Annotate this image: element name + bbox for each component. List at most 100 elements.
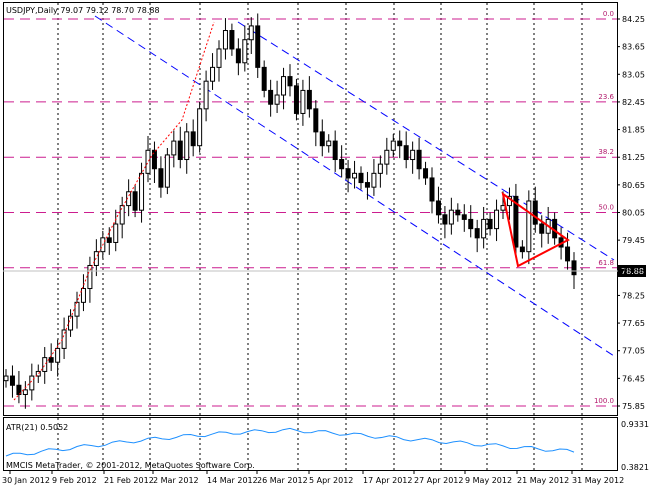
- candle[interactable]: [364, 171, 370, 200]
- date-tick-label: 5 Apr 2012: [309, 476, 353, 485]
- candle[interactable]: [42, 347, 48, 384]
- candle[interactable]: [448, 197, 454, 235]
- candle[interactable]: [300, 79, 306, 126]
- candle[interactable]: [229, 23, 235, 56]
- candle[interactable]: [171, 130, 177, 168]
- candle[interactable]: [164, 148, 170, 195]
- candle[interactable]: [145, 136, 151, 183]
- candle-body-bear: [461, 214, 467, 220]
- candle[interactable]: [487, 212, 493, 236]
- candle-body-bull: [145, 149, 151, 174]
- candle[interactable]: [222, 18, 228, 60]
- candle[interactable]: [532, 186, 538, 233]
- candle[interactable]: [35, 364, 41, 383]
- candle[interactable]: [248, 17, 254, 55]
- candle[interactable]: [126, 179, 132, 217]
- candle[interactable]: [255, 13, 261, 78]
- candle[interactable]: [68, 309, 74, 337]
- triangle-pattern[interactable]: [501, 191, 570, 268]
- candle[interactable]: [494, 199, 500, 242]
- candle[interactable]: [80, 274, 86, 312]
- channel-upper-line[interactable]: [237, 21, 615, 261]
- candle[interactable]: [313, 100, 319, 147]
- candle[interactable]: [235, 38, 241, 76]
- candle[interactable]: [106, 227, 112, 255]
- candle[interactable]: [3, 369, 9, 388]
- candle[interactable]: [410, 141, 416, 174]
- candle[interactable]: [526, 190, 532, 265]
- candle[interactable]: [519, 240, 525, 259]
- uptrend-dotted-line[interactable]: [13, 21, 215, 401]
- candle[interactable]: [481, 206, 487, 249]
- candle[interactable]: [339, 145, 345, 178]
- candle[interactable]: [468, 205, 474, 238]
- candle[interactable]: [16, 370, 22, 404]
- candle[interactable]: [268, 79, 274, 117]
- candle[interactable]: [210, 53, 216, 90]
- candle[interactable]: [113, 209, 119, 252]
- candle[interactable]: [184, 123, 190, 174]
- candle[interactable]: [9, 365, 15, 398]
- candle[interactable]: [158, 156, 164, 198]
- candle-body-bear: [364, 182, 370, 188]
- candle[interactable]: [132, 184, 138, 218]
- candle[interactable]: [22, 381, 28, 409]
- candle[interactable]: [442, 206, 448, 239]
- candle-body-bull: [197, 108, 203, 147]
- candle-body-bull: [22, 389, 28, 395]
- date-tick-label: 9 May 2012: [465, 476, 512, 485]
- candle[interactable]: [306, 76, 312, 118]
- candle[interactable]: [216, 40, 222, 82]
- candle[interactable]: [139, 162, 145, 223]
- candle[interactable]: [397, 130, 403, 159]
- candle[interactable]: [261, 60, 267, 98]
- candle[interactable]: [377, 155, 383, 188]
- candle[interactable]: [429, 167, 435, 214]
- candle-body-bear: [539, 223, 545, 234]
- candle[interactable]: [455, 203, 461, 222]
- candle[interactable]: [274, 80, 280, 113]
- candle[interactable]: [352, 160, 358, 189]
- candle[interactable]: [358, 166, 364, 190]
- candle-body-bull: [3, 375, 9, 382]
- candle-body-bear: [313, 108, 319, 133]
- candle[interactable]: [87, 256, 93, 303]
- candle[interactable]: [203, 70, 209, 122]
- candle[interactable]: [416, 137, 422, 180]
- candle[interactable]: [48, 343, 54, 371]
- price-tick-label: 83.65: [622, 43, 645, 52]
- candle[interactable]: [390, 134, 396, 158]
- fib-level-label: 0.0: [603, 10, 614, 18]
- candle[interactable]: [151, 141, 157, 184]
- current-price-tag: [618, 265, 646, 277]
- candle[interactable]: [281, 67, 287, 110]
- candle[interactable]: [345, 159, 351, 193]
- candle[interactable]: [326, 134, 332, 153]
- candle[interactable]: [74, 291, 80, 329]
- candle[interactable]: [55, 339, 61, 377]
- candle[interactable]: [513, 183, 519, 258]
- candle[interactable]: [287, 64, 293, 97]
- candle[interactable]: [197, 101, 203, 153]
- candle[interactable]: [61, 317, 67, 360]
- candle[interactable]: [474, 219, 480, 253]
- price-tick-label: 81.25: [622, 153, 645, 162]
- candle[interactable]: [119, 196, 125, 239]
- candle[interactable]: [190, 119, 196, 157]
- candle[interactable]: [435, 186, 441, 224]
- candle[interactable]: [319, 119, 325, 157]
- candle[interactable]: [423, 161, 429, 185]
- candle[interactable]: [461, 204, 467, 232]
- candle[interactable]: [371, 159, 377, 196]
- candle[interactable]: [403, 131, 409, 169]
- candle[interactable]: [384, 137, 390, 175]
- date-tick-label: 9 Feb 2012: [52, 476, 97, 485]
- candle[interactable]: [332, 130, 338, 172]
- candle[interactable]: [29, 363, 35, 401]
- date-tick-label: 17 Apr 2012: [363, 476, 412, 485]
- candle-body-bear: [474, 228, 480, 239]
- candle[interactable]: [242, 25, 248, 72]
- candle[interactable]: [293, 78, 299, 121]
- candle[interactable]: [177, 126, 183, 169]
